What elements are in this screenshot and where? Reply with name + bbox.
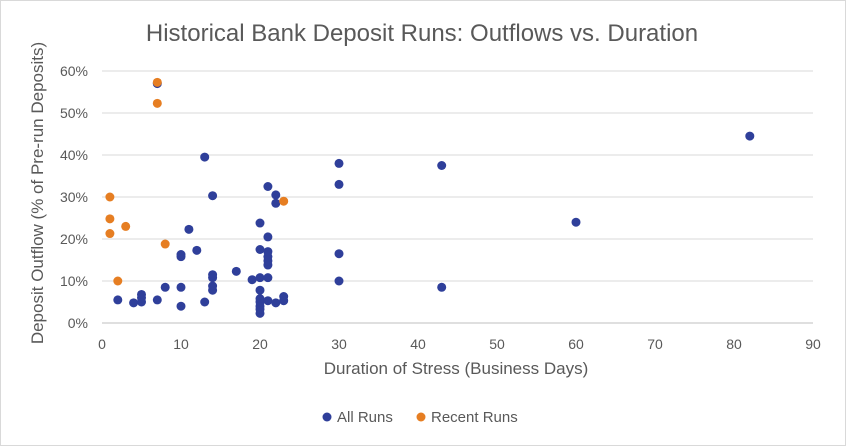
data-point xyxy=(334,249,344,259)
x-tick-label: 40 xyxy=(410,336,426,352)
data-point xyxy=(208,191,218,201)
y-tick-label: 50% xyxy=(60,105,88,121)
legend: All Runs Recent Runs xyxy=(322,409,518,426)
data-point xyxy=(192,245,202,255)
data-point xyxy=(263,232,273,242)
data-point xyxy=(263,247,273,257)
legend-marker-recent-runs xyxy=(416,412,426,422)
data-point xyxy=(255,273,265,283)
data-point xyxy=(208,281,218,291)
data-point xyxy=(263,273,273,283)
x-tick-label: 70 xyxy=(647,336,663,352)
y-tick-label: 60% xyxy=(60,63,88,79)
data-point xyxy=(271,298,281,308)
data-point xyxy=(152,98,162,108)
y-tick-label: 20% xyxy=(60,231,88,247)
data-point xyxy=(121,221,131,231)
series-recent-runs xyxy=(105,77,289,286)
data-point xyxy=(437,161,447,170)
data-point xyxy=(113,276,123,286)
data-point xyxy=(271,198,281,208)
data-point xyxy=(279,196,289,206)
y-tick-label: 40% xyxy=(60,147,88,163)
legend-label-all-runs: All Runs xyxy=(337,409,393,426)
data-point xyxy=(184,224,194,234)
data-point xyxy=(263,296,273,306)
data-point xyxy=(129,298,139,308)
x-tick-label: 50 xyxy=(489,336,505,352)
legend-marker-all-runs xyxy=(322,412,332,422)
data-point xyxy=(255,218,265,228)
data-point xyxy=(113,295,123,305)
data-point xyxy=(200,152,210,162)
data-point xyxy=(255,285,265,295)
data-point xyxy=(200,297,210,307)
data-point xyxy=(247,275,257,285)
data-point xyxy=(160,239,170,249)
data-point xyxy=(334,179,344,189)
x-tick-label: 60 xyxy=(568,336,584,352)
x-axis-title: Duration of Stress (Business Days) xyxy=(324,359,589,378)
x-tick-label: 90 xyxy=(805,336,821,352)
data-point xyxy=(176,250,186,260)
data-point xyxy=(271,190,281,200)
data-point xyxy=(745,131,755,141)
data-point xyxy=(105,214,115,224)
data-point xyxy=(105,192,115,202)
data-point xyxy=(176,282,186,292)
data-points xyxy=(105,77,755,318)
x-tick-labels: 0 10 20 30 40 50 60 70 80 90 xyxy=(98,336,821,352)
data-point xyxy=(437,282,447,292)
gridlines xyxy=(102,70,813,324)
data-point xyxy=(137,289,146,299)
y-tick-label: 0% xyxy=(68,315,88,331)
data-point xyxy=(571,217,581,227)
y-tick-labels: 0% 10% 20% 30% 40% 50% 60% xyxy=(60,63,88,331)
legend-label-recent-runs: Recent Runs xyxy=(431,409,518,426)
data-point xyxy=(263,182,273,191)
x-tick-label: 80 xyxy=(726,336,742,352)
data-point xyxy=(160,282,170,292)
data-point xyxy=(334,276,344,286)
data-point xyxy=(208,270,218,280)
data-point xyxy=(105,229,115,239)
y-tick-label: 30% xyxy=(60,189,88,205)
y-tick-label: 10% xyxy=(60,273,88,289)
data-point xyxy=(231,266,241,276)
data-point xyxy=(279,292,289,302)
data-point xyxy=(152,295,162,305)
x-tick-label: 20 xyxy=(252,336,268,352)
data-point xyxy=(255,294,265,304)
y-axis-title: Deposit Outflow (% of Pre-run Deposits) xyxy=(28,42,47,344)
data-point xyxy=(255,245,265,254)
x-tick-label: 10 xyxy=(173,336,189,352)
data-point xyxy=(176,301,186,311)
data-point xyxy=(152,77,162,87)
series-all-runs xyxy=(113,79,755,318)
x-tick-label: 30 xyxy=(331,336,347,352)
x-tick-label: 0 xyxy=(98,336,106,352)
chart-title: Historical Bank Deposit Runs: Outflows v… xyxy=(146,20,698,47)
data-point xyxy=(334,158,344,168)
